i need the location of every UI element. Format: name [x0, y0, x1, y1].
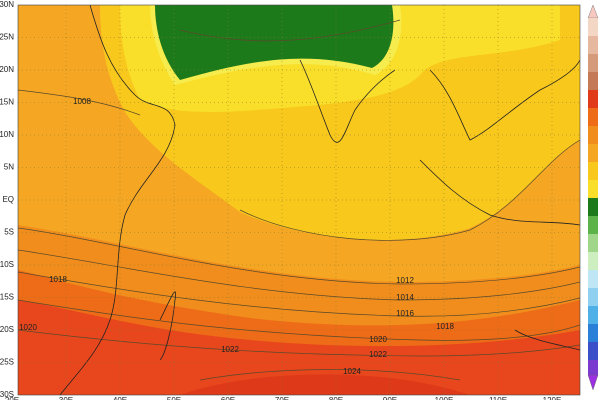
contour-label: 1024 — [343, 367, 361, 376]
colorbar-swatch — [588, 54, 598, 72]
map-fill — [18, 5, 580, 395]
colorbar-swatch — [588, 252, 598, 270]
colorbar-swatch — [588, 180, 598, 198]
latitude-label: 30N — [0, 0, 14, 9]
contour-line — [18, 299, 580, 341]
contour-label: 1012 — [396, 276, 414, 285]
latitude-label: 25S — [0, 358, 14, 367]
longitude-label: 50E — [167, 396, 181, 400]
colorbar-swatch — [588, 342, 598, 360]
contour-line — [18, 249, 580, 301]
longitude-label: 110E — [489, 396, 507, 400]
longitude-label: 40E — [113, 396, 127, 400]
colorbar-swatch — [588, 72, 598, 90]
contour-label: 1022 — [369, 350, 387, 359]
coastline — [159, 291, 177, 361]
colorbar-swatch — [588, 360, 598, 375]
latitude-label: 5S — [4, 228, 14, 237]
coastline — [514, 329, 580, 351]
contour-label: 1020 — [369, 335, 387, 344]
colorbar-swatch — [588, 324, 598, 342]
longitude-label: 60E — [221, 396, 235, 400]
longitude-label: 70E — [275, 396, 289, 400]
coastline — [59, 5, 176, 395]
contour-label: 1020 — [19, 323, 37, 332]
longitude-label: 120E — [543, 396, 562, 400]
colorbar — [587, 4, 599, 391]
colorbar-swatch — [588, 306, 598, 324]
colorbar-swatch — [588, 144, 598, 162]
colorbar-swatch — [588, 36, 598, 54]
latitude-label: 10N — [0, 130, 14, 139]
colorbar-swatch — [588, 90, 598, 108]
longitude-label: 30E — [59, 396, 73, 400]
coastline — [429, 59, 580, 141]
colorbar-swatch — [588, 216, 598, 234]
latitude-label: 10S — [0, 260, 14, 269]
colorbar-swatch — [588, 288, 598, 306]
latitude-label: 15N — [0, 98, 14, 107]
colorbar-swatch — [588, 198, 598, 216]
latitude-label: 20N — [0, 65, 14, 74]
longitude-label: 90E — [383, 396, 397, 400]
longitude-label: 80E — [329, 396, 343, 400]
contour-line — [239, 139, 580, 241]
contour-label: 1016 — [396, 309, 414, 318]
colorbar-swatch — [588, 162, 598, 180]
red-field — [18, 300, 580, 395]
colorbar-swatch — [588, 18, 598, 36]
latitude-label: 20S — [0, 325, 14, 334]
contour-line — [18, 329, 580, 357]
dark-red-field — [180, 374, 470, 395]
contour-line — [179, 19, 401, 42]
contour-label: 1008 — [73, 97, 91, 106]
contour-label: 1014 — [396, 293, 414, 302]
latitude-label: 5N — [4, 163, 14, 172]
longitude-label: 100E — [435, 396, 454, 400]
contour-line — [18, 89, 141, 116]
latitude-label: 15S — [0, 293, 14, 302]
contour-label: 1018 — [436, 322, 454, 331]
contour-label: 1018 — [49, 275, 67, 284]
colorbar-bottom-arrow — [587, 374, 599, 391]
latitude-label: EQ — [2, 195, 14, 204]
contour-line — [18, 271, 580, 317]
colorbar-top-arrow — [587, 4, 599, 19]
map-frame — [17, 4, 581, 396]
contour-line — [199, 369, 461, 381]
longitude-label: 20E — [5, 396, 19, 400]
colorbar-swatch — [588, 126, 598, 144]
contours — [18, 19, 580, 381]
latitude-label: 30S — [0, 390, 14, 399]
green-field — [155, 5, 394, 80]
colorbar-swatch — [588, 270, 598, 288]
latitude-label: 25N — [0, 33, 14, 42]
colorbar-swatch — [588, 108, 598, 126]
coastlines — [59, 5, 580, 395]
colorbar-swatch — [588, 234, 598, 252]
coastline — [419, 159, 580, 226]
contour-label: 1022 — [221, 345, 239, 354]
coastline — [299, 59, 396, 143]
contour-line — [18, 227, 580, 285]
graticule — [18, 5, 580, 395]
